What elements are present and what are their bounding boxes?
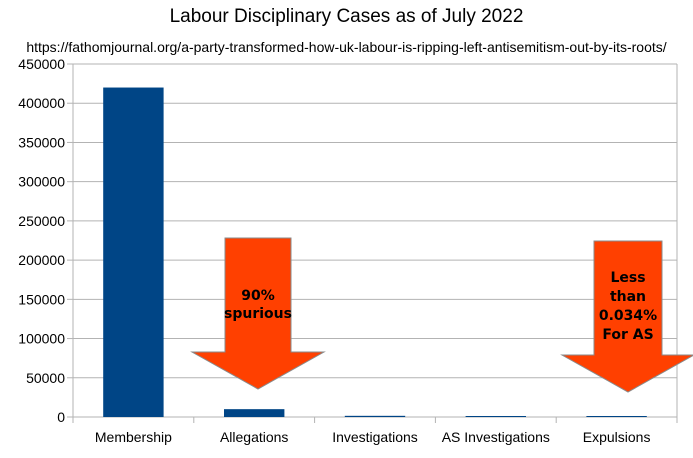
annotation-text: than bbox=[610, 289, 646, 305]
x-tick-label: Membership bbox=[95, 429, 172, 445]
y-tick-label: 450000 bbox=[18, 56, 65, 72]
y-tick-label: 250000 bbox=[18, 213, 65, 229]
annotation-text: spurious bbox=[224, 306, 292, 322]
chart-title: Labour Disciplinary Cases as of July 202… bbox=[169, 6, 524, 27]
x-tick-label: Investigations bbox=[332, 429, 418, 445]
annotation-text: 90% bbox=[241, 288, 275, 304]
annotation-arrow bbox=[190, 237, 326, 390]
y-tick-label: 300000 bbox=[18, 174, 65, 190]
y-tick-label: 350000 bbox=[18, 134, 65, 150]
bar-expulsions bbox=[586, 416, 647, 417]
x-tick-label: Allegations bbox=[220, 429, 289, 445]
y-tick-label: 400000 bbox=[18, 95, 65, 111]
y-tick-label: 200000 bbox=[18, 252, 65, 268]
chart-subtitle: https://fathomjournal.org/a-party-transf… bbox=[26, 39, 667, 55]
bar-allegations bbox=[224, 409, 285, 417]
annotation-arrow bbox=[560, 240, 693, 393]
annotation-text: 0.034% bbox=[599, 308, 657, 324]
annotation-text: Less bbox=[610, 270, 645, 286]
y-tick-label: 150000 bbox=[18, 291, 65, 307]
y-tick-label: 0 bbox=[57, 409, 65, 425]
x-tick-label: Expulsions bbox=[583, 429, 651, 445]
y-tick-label: 100000 bbox=[18, 331, 65, 347]
bar-membership bbox=[103, 87, 164, 418]
bar-investigations bbox=[344, 415, 406, 417]
x-tick-label: AS Investigations bbox=[442, 429, 550, 445]
annotation-text: For AS bbox=[602, 327, 653, 343]
bar-as-investigations bbox=[465, 416, 526, 417]
y-tick-label: 50000 bbox=[26, 370, 65, 386]
